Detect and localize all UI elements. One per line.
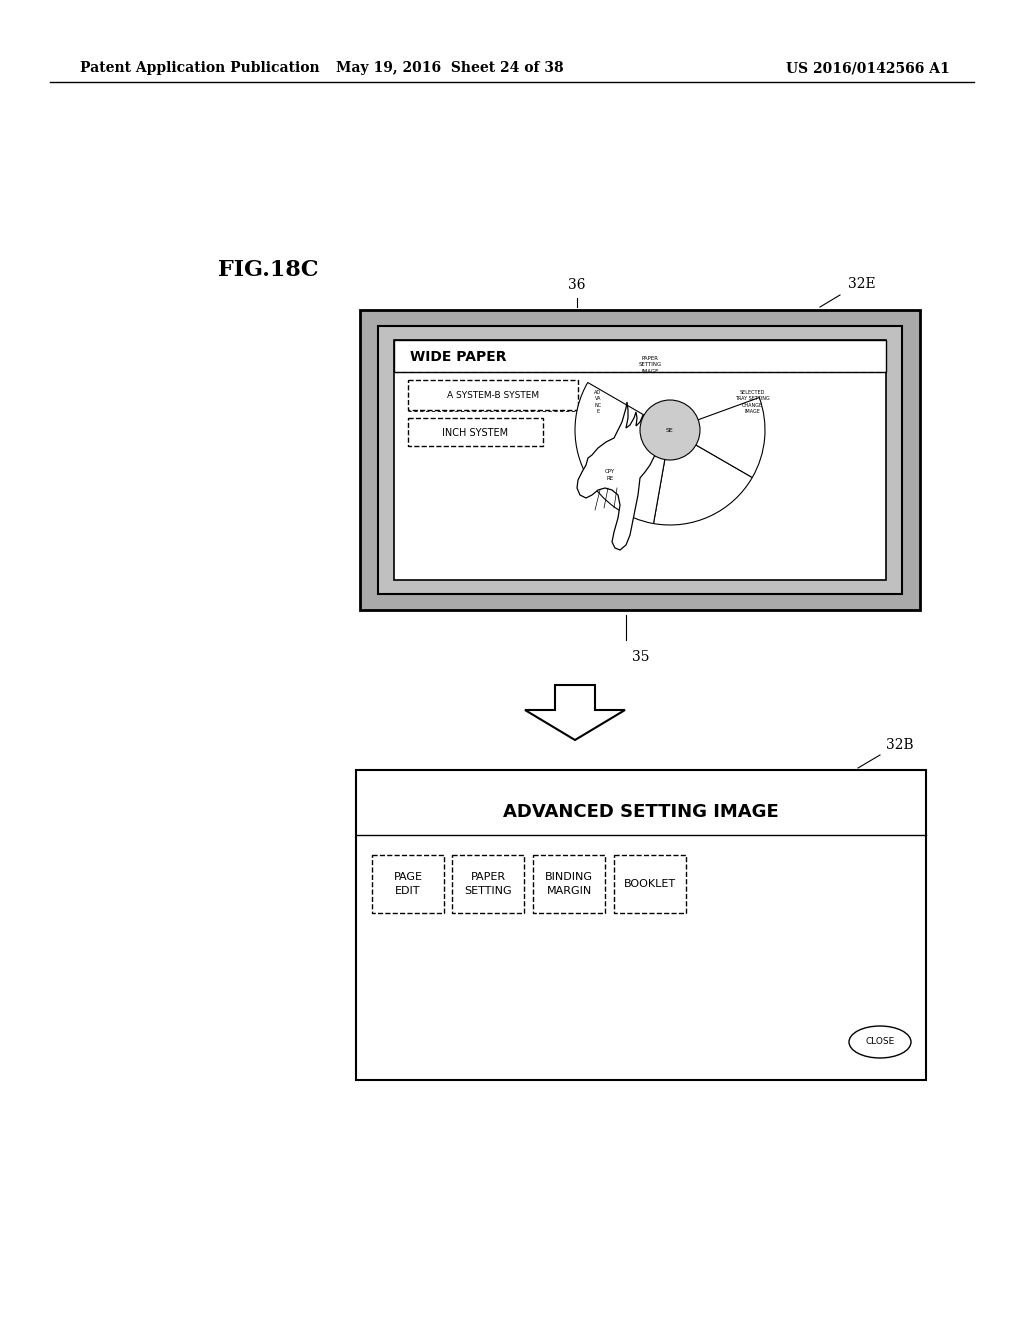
Bar bbox=[408, 418, 543, 446]
Bar bbox=[360, 310, 920, 610]
Text: PAPER
SETTING: PAPER SETTING bbox=[464, 873, 512, 895]
Text: FIG.18C: FIG.18C bbox=[218, 259, 318, 281]
Text: SE: SE bbox=[667, 428, 674, 433]
Text: PAPER
SETTING
IMAGE: PAPER SETTING IMAGE bbox=[638, 356, 662, 374]
Text: May 19, 2016  Sheet 24 of 38: May 19, 2016 Sheet 24 of 38 bbox=[336, 61, 564, 75]
Text: 32E: 32E bbox=[848, 277, 876, 290]
Text: INCH SYSTEM: INCH SYSTEM bbox=[442, 428, 508, 438]
Text: Patent Application Publication: Patent Application Publication bbox=[80, 61, 319, 75]
Wedge shape bbox=[670, 397, 765, 478]
Text: BOOKLET: BOOKLET bbox=[624, 879, 676, 888]
Bar bbox=[452, 855, 524, 913]
Text: WIDE PAPER: WIDE PAPER bbox=[410, 350, 507, 364]
Text: CLOSE: CLOSE bbox=[865, 1038, 895, 1047]
Ellipse shape bbox=[849, 1026, 911, 1059]
Text: US 2016/0142566 A1: US 2016/0142566 A1 bbox=[786, 61, 950, 75]
Text: SELECTED
TRAY SETTING
CHANGE
IMAGE: SELECTED TRAY SETTING CHANGE IMAGE bbox=[734, 391, 769, 413]
Text: 36: 36 bbox=[568, 279, 586, 292]
Text: BINDING
MARGIN: BINDING MARGIN bbox=[545, 873, 593, 895]
Bar bbox=[372, 855, 444, 913]
Wedge shape bbox=[575, 383, 670, 478]
Bar bbox=[614, 855, 686, 913]
Text: AD
VA
NC
E: AD VA NC E bbox=[595, 391, 601, 413]
Text: A SYSTEM-B SYSTEM: A SYSTEM-B SYSTEM bbox=[446, 392, 539, 400]
Bar bbox=[378, 326, 902, 594]
Polygon shape bbox=[525, 685, 625, 741]
Text: ADVANCED SETTING IMAGE: ADVANCED SETTING IMAGE bbox=[503, 803, 779, 821]
Bar bbox=[356, 770, 926, 1080]
Wedge shape bbox=[588, 430, 670, 524]
Text: 32B: 32B bbox=[886, 738, 913, 752]
Text: CPY
RE: CPY RE bbox=[605, 470, 615, 480]
Polygon shape bbox=[577, 403, 655, 550]
Bar bbox=[534, 855, 605, 913]
Bar bbox=[408, 380, 578, 411]
Wedge shape bbox=[653, 430, 753, 525]
Circle shape bbox=[640, 400, 700, 459]
Bar bbox=[394, 341, 886, 372]
Text: PAGE
EDIT: PAGE EDIT bbox=[393, 873, 423, 895]
Bar bbox=[394, 341, 886, 579]
Text: 35: 35 bbox=[632, 649, 649, 664]
